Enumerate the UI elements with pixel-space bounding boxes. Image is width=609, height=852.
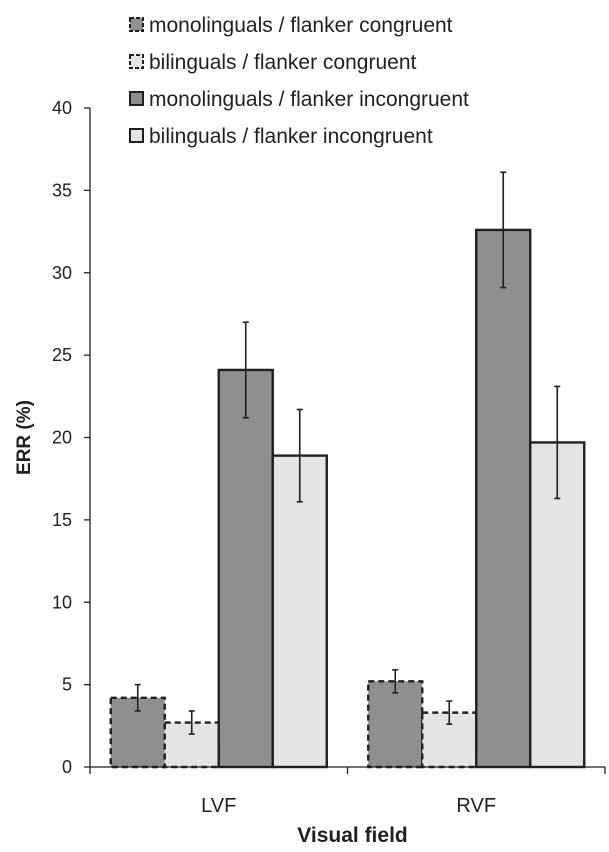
error-bar <box>554 385 561 500</box>
error-bar <box>188 710 195 735</box>
y-tick-label: 30 <box>52 263 72 283</box>
error-bar <box>242 321 249 419</box>
error-bar <box>446 700 453 725</box>
legend-swatch <box>129 54 144 69</box>
bar <box>217 368 274 769</box>
legend-label: monolinguals / flanker congruent <box>149 14 453 37</box>
x-axis-label: Visual field <box>297 824 408 847</box>
y-tick-label: 0 <box>62 757 72 777</box>
legend-label: bilinguals / flanker incongruent <box>149 125 433 148</box>
x-ticks: LVF RVF <box>89 767 606 817</box>
legend-swatch <box>129 128 144 143</box>
legend-item: monolinguals / flanker incongruent <box>129 88 469 111</box>
x-tick-label: RVF <box>456 795 496 817</box>
bars <box>109 228 586 769</box>
y-axis-label: ERR (%) <box>14 400 35 475</box>
x-tick-label: LVF <box>201 795 236 817</box>
error-bar <box>392 668 399 694</box>
error-bar <box>296 408 303 503</box>
legend-item: bilinguals / flanker congruent <box>129 51 416 74</box>
legend-item: bilinguals / flanker incongruent <box>129 125 433 148</box>
legend-label: bilinguals / flanker congruent <box>149 51 416 74</box>
y-tick-label: 35 <box>52 180 72 200</box>
bar <box>475 228 532 769</box>
legend-item: monolinguals / flanker congruent <box>129 14 453 37</box>
error-bars <box>134 171 561 735</box>
y-tick-label: 5 <box>62 675 72 695</box>
y-tick-label: 25 <box>52 345 72 365</box>
error-bar <box>500 171 507 289</box>
y-ticks: 0 5 10 15 20 25 30 35 40 <box>52 98 90 777</box>
y-tick-label: 40 <box>52 98 72 118</box>
legend-label: monolinguals / flanker incongruent <box>149 88 469 111</box>
legend-swatch <box>129 17 144 32</box>
error-bar <box>134 683 141 712</box>
y-tick-label: 10 <box>52 592 72 612</box>
legend: monolinguals / flanker congruent bilingua… <box>129 14 469 148</box>
y-tick-label: 15 <box>52 510 72 530</box>
y-tick-label: 20 <box>52 428 72 448</box>
legend-swatch <box>129 91 144 106</box>
bar <box>367 680 424 769</box>
